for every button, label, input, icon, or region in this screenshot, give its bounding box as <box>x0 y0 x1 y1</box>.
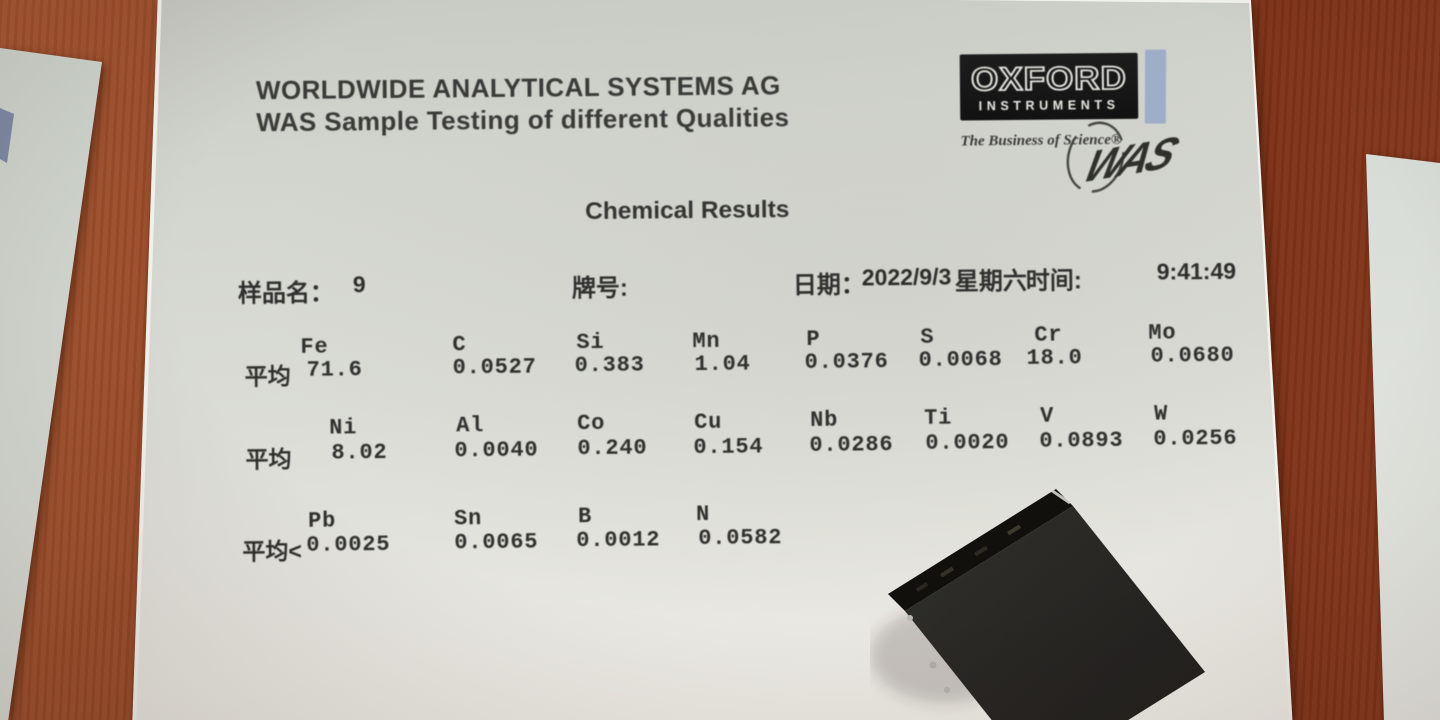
element-value: 71.6 <box>306 357 363 383</box>
company-name: WORLDWIDE ANALYTICAL SYSTEMS AG <box>255 70 781 106</box>
element-symbol: Nb <box>810 407 839 433</box>
element-symbol: B <box>577 504 593 530</box>
element-symbol: Cu <box>694 409 723 436</box>
grade-label: 牌号: <box>571 274 629 303</box>
element-symbol: W <box>1153 401 1169 427</box>
row-label: 平均 <box>244 362 291 390</box>
element-symbol: Fe <box>300 334 329 360</box>
element-value: 0.0680 <box>1150 342 1235 369</box>
date-label: 日期： <box>792 271 865 300</box>
metal-sample-block <box>870 488 1205 720</box>
element-value: 1.04 <box>694 351 751 378</box>
element-value: 0.0025 <box>306 531 391 558</box>
svg-text:WAS: WAS <box>1077 126 1187 193</box>
block-clip-speck <box>929 661 937 669</box>
sample-name-label: 样品名： <box>237 279 335 308</box>
element-value: 0.0893 <box>1039 427 1124 454</box>
sample-name-value: 9 <box>352 271 366 298</box>
element-value: 0.0256 <box>1153 425 1238 452</box>
block-front-face <box>905 506 1205 720</box>
date-value: 2022/9/3 <box>861 263 952 291</box>
oxford-brand-name: OXFORD <box>970 59 1128 98</box>
block-clip-speck <box>944 687 950 693</box>
element-value: 0.0020 <box>925 430 1010 456</box>
element-symbol: Pb <box>307 508 337 534</box>
element-value: 0.240 <box>577 435 648 462</box>
element-value: 0.0286 <box>809 432 894 458</box>
element-value: 0.0527 <box>452 354 537 381</box>
element-symbol: S <box>920 324 935 350</box>
report-subtitle: WAS Sample Testing of different Qualitie… <box>256 102 790 138</box>
row-label: 平均< <box>242 537 302 565</box>
element-symbol: Mn <box>692 328 721 355</box>
element-value: 0.0376 <box>804 349 889 375</box>
element-symbol: Co <box>577 410 606 437</box>
element-value: 0.0582 <box>698 525 783 552</box>
block-top-face <box>888 489 1073 611</box>
was-monogram-icon: WAS <box>1066 121 1187 193</box>
element-symbol: Mo <box>1148 320 1177 346</box>
element-symbol: Si <box>576 329 605 356</box>
element-symbol: Cr <box>1034 322 1063 348</box>
element-symbol: Al <box>456 413 485 439</box>
section-title: Chemical Results <box>585 196 790 226</box>
element-symbol: N <box>695 501 711 528</box>
element-value: 0.0040 <box>454 437 539 464</box>
element-value: 8.02 <box>331 440 388 466</box>
element-value: 0.154 <box>693 434 764 461</box>
oxford-logo: OXFORD INSTRUMENTS <box>959 52 1139 121</box>
element-symbol: C <box>452 332 467 358</box>
element-value: 0.383 <box>574 352 645 379</box>
element-symbol: Ti <box>924 405 953 431</box>
element-symbol: Sn <box>453 506 483 532</box>
element-symbol: V <box>1040 403 1055 429</box>
element-value: 0.0065 <box>454 529 539 556</box>
weekday-label: 星期六 <box>954 267 1027 296</box>
time-value: 9:41:49 <box>1156 257 1237 285</box>
block-clip-speck <box>907 615 913 621</box>
element-value: 0.0012 <box>576 527 661 554</box>
oxford-logo-bar <box>1144 49 1167 124</box>
element-symbol: Ni <box>329 415 358 441</box>
element-value: 0.0068 <box>918 347 1003 373</box>
oxford-brand-sub: INSTRUMENTS <box>978 97 1120 113</box>
element-value: 18.0 <box>1026 345 1083 371</box>
element-symbol: P <box>806 326 821 352</box>
row-label: 平均 <box>245 445 292 473</box>
time-label: 时间: <box>1025 267 1082 295</box>
